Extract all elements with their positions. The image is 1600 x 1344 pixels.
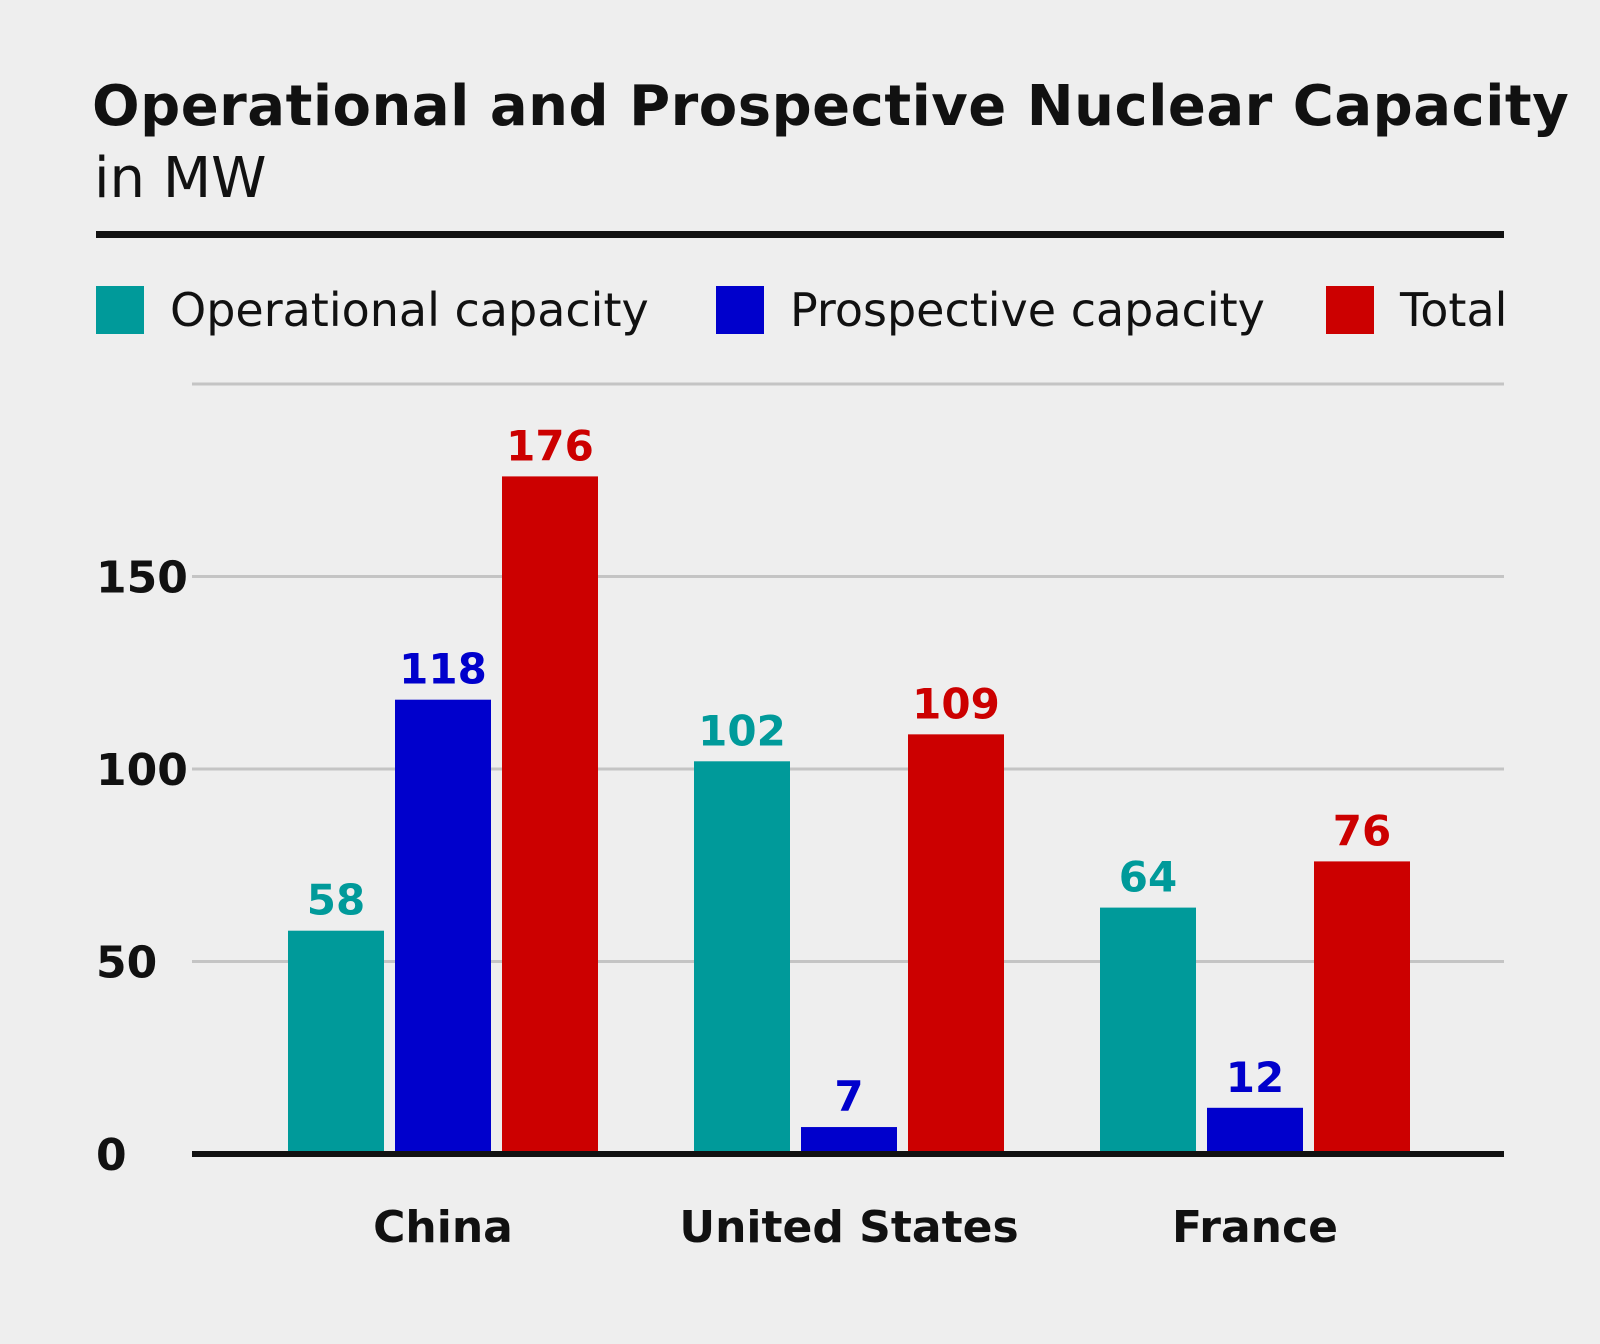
bar: [1100, 907, 1196, 1154]
chart-subtitle: in MW: [94, 146, 267, 211]
y-tick-label: 150: [96, 553, 188, 604]
legend-item-operational: Operational capacity: [96, 284, 649, 336]
legend-label-operational: Operational capacity: [170, 283, 649, 337]
chart-title: Operational and Prospective Nuclear Capa…: [92, 74, 1570, 139]
data-label: 7: [834, 1072, 863, 1121]
bar: [908, 734, 1004, 1154]
data-label: 76: [1333, 806, 1391, 855]
data-label: 64: [1119, 853, 1177, 902]
x-tick-label: France: [1172, 1202, 1338, 1253]
bar: [801, 1127, 897, 1154]
y-tick-label: 100: [96, 745, 188, 796]
y-tick-label: 0: [96, 1130, 127, 1181]
legend-label-prospective: Prospective capacity: [790, 283, 1265, 337]
legend-item-prospective: Prospective capacity: [716, 284, 1265, 336]
legend-label-total: Total: [1400, 283, 1508, 337]
data-label: 109: [912, 679, 1000, 728]
legend-swatch-prospective: [716, 286, 764, 334]
bar: [694, 761, 790, 1154]
legend-item-total: Total: [1326, 284, 1507, 336]
legend-swatch-total: [1326, 286, 1374, 334]
data-label: 12: [1226, 1053, 1284, 1102]
title-divider: [96, 231, 1504, 238]
data-label: 102: [698, 706, 786, 755]
bar: [395, 699, 491, 1154]
x-tick-label: United States: [679, 1202, 1018, 1253]
legend-swatch-operational: [96, 286, 144, 334]
x-tick-label: China: [373, 1202, 513, 1253]
bar: [502, 476, 598, 1154]
data-label: 58: [307, 876, 365, 925]
data-label: 176: [506, 421, 594, 470]
bar: [1207, 1107, 1303, 1154]
y-tick-label: 50: [96, 938, 157, 989]
bar: [1314, 861, 1410, 1154]
bar: [288, 930, 384, 1154]
data-label: 118: [399, 645, 487, 694]
